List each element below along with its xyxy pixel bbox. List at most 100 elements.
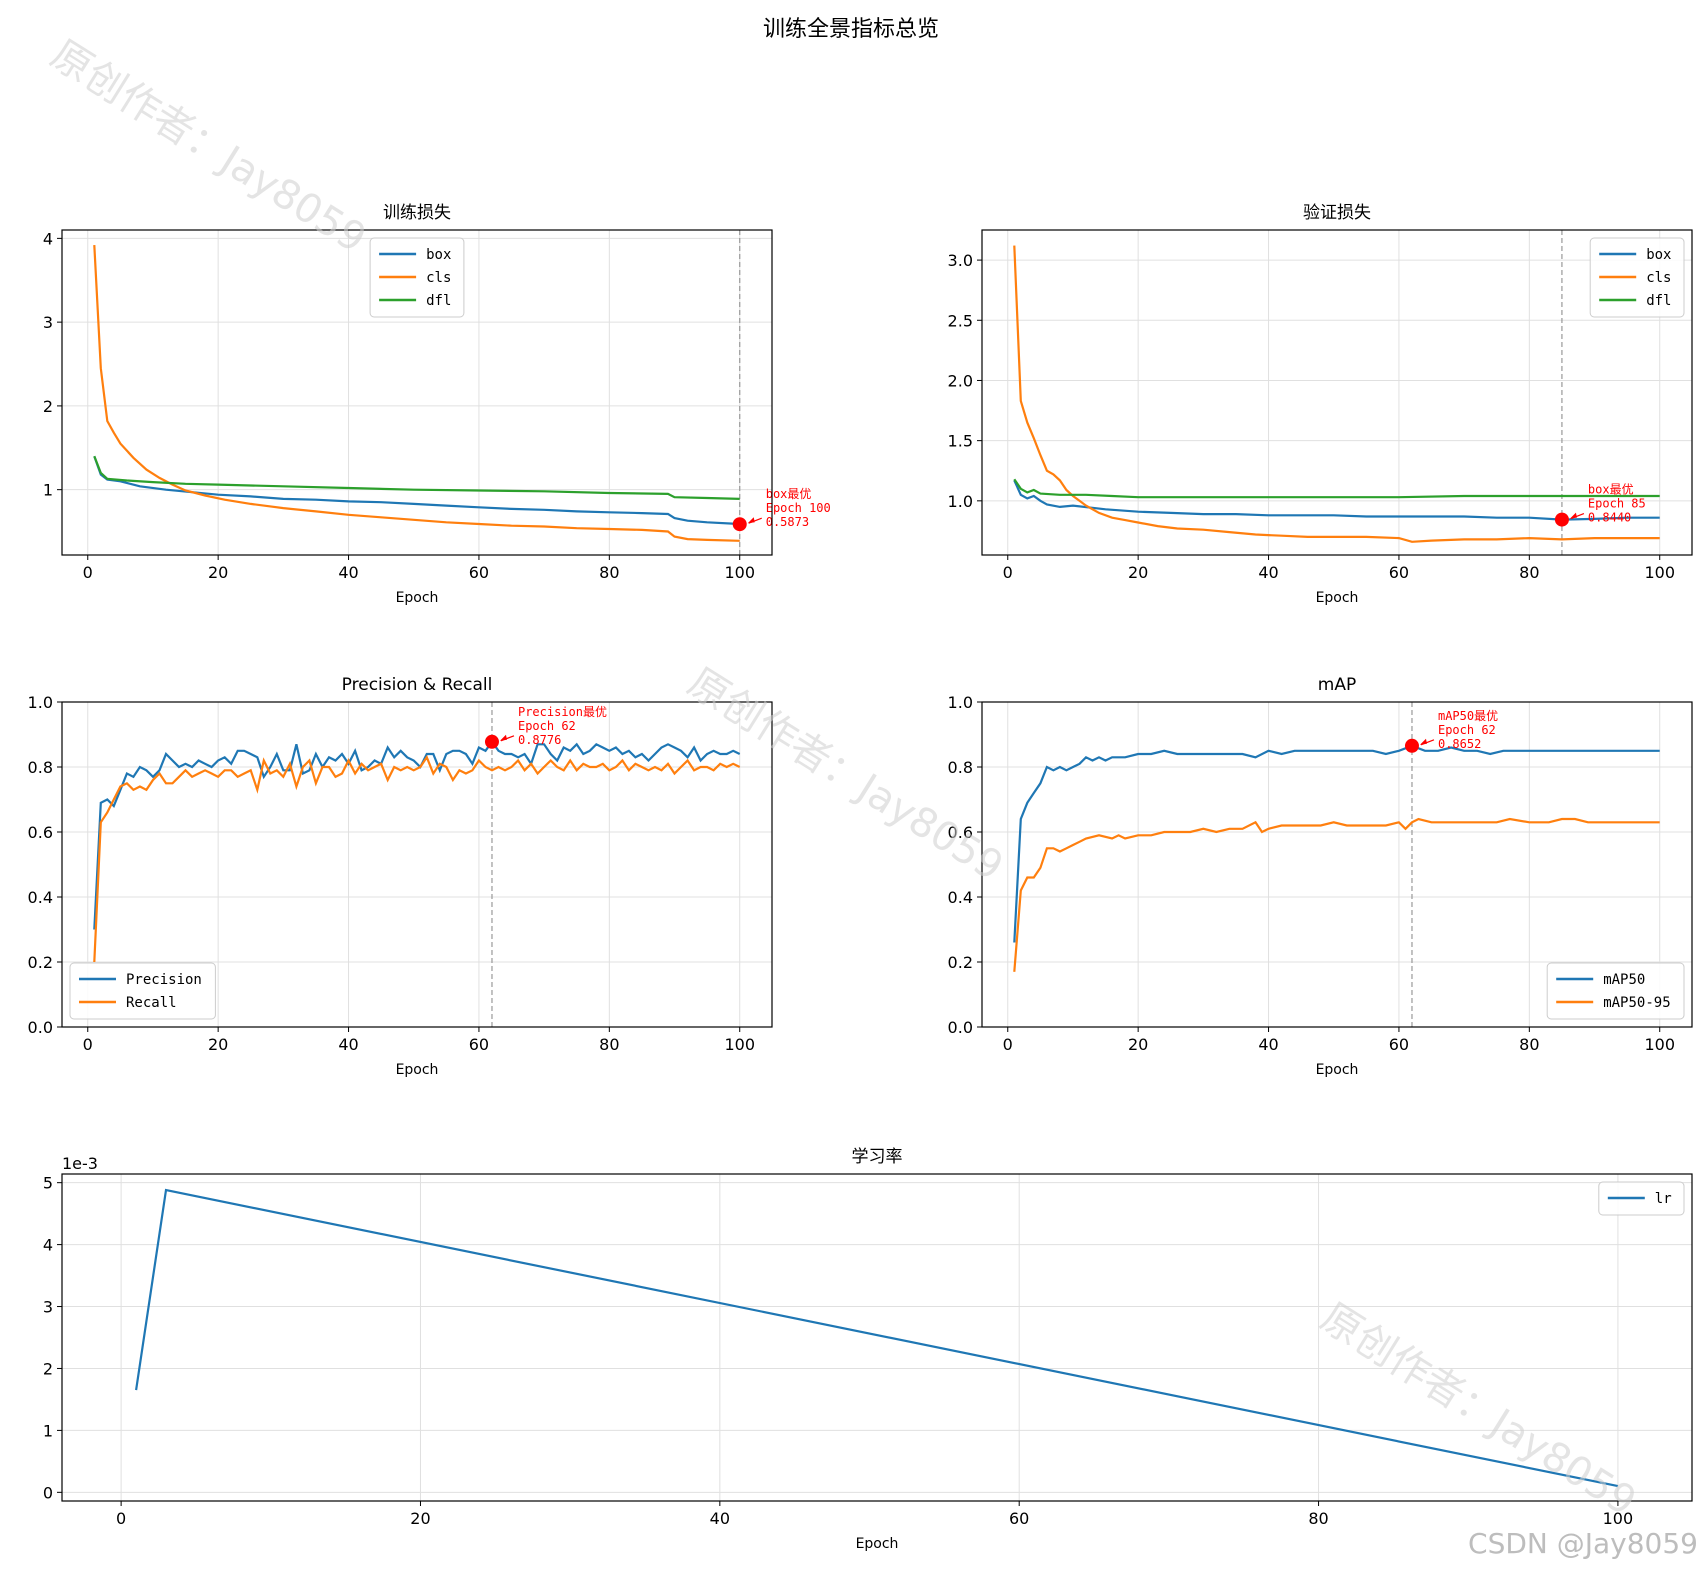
- panel-learning-rate: 0 20 40 60 80 100 0 1 2 3 4 5 学习率 Epoch 1e-3 lr: [43, 1147, 1693, 1552]
- x-tick-label: 0: [83, 1035, 93, 1054]
- series-line-precision: [93, 739, 741, 930]
- watermark-layer: 原创作者：Jay8059 原创作者：Jay8059 原创作者：Jay8059: [43, 31, 1644, 1525]
- legend-label: Recall: [126, 995, 177, 1011]
- series-line-cls: [1013, 245, 1660, 543]
- legend: box cls dfl: [1589, 237, 1685, 318]
- series-line-recall: [93, 754, 741, 963]
- y-tick-label: 3: [43, 1298, 53, 1317]
- y-tick-label: 0.2: [28, 953, 53, 972]
- x-axis-label: Epoch: [1316, 1062, 1359, 1078]
- x-tick-label: 20: [1128, 1035, 1148, 1054]
- x-axis-label: Epoch: [1316, 590, 1359, 606]
- x-axis-label: Epoch: [396, 590, 439, 606]
- best-point-marker: [1554, 512, 1569, 527]
- y-tick-label: 0.8: [948, 758, 973, 777]
- x-tick-label: 20: [410, 1509, 430, 1528]
- y-tick-label: 2: [43, 1359, 53, 1378]
- y-tick-label: 5: [43, 1174, 53, 1193]
- legend-label: dfl: [426, 293, 451, 309]
- x-tick-label: 80: [599, 563, 619, 582]
- y-tick-label: 2: [43, 397, 53, 416]
- x-tick-label: 60: [1009, 1509, 1029, 1528]
- best-arrow-head: [1569, 512, 1577, 519]
- x-tick-label: 0: [83, 563, 93, 582]
- axes-frame: [61, 1173, 1693, 1502]
- legend-label: mAP50: [1603, 972, 1645, 988]
- x-tick-label: 100: [724, 563, 755, 582]
- x-tick-label: 20: [208, 563, 228, 582]
- panel-title: 验证损失: [1303, 203, 1371, 223]
- best-annotation-line: 0.8652: [1438, 737, 1481, 751]
- y-tick-label: 2.0: [948, 371, 973, 390]
- legend-box: [69, 962, 216, 1020]
- legend: box cls dfl: [369, 237, 465, 318]
- best-annotation-line: box最优: [1588, 483, 1634, 497]
- x-tick-label: 20: [208, 1035, 228, 1054]
- x-tick-label: 80: [1519, 563, 1539, 582]
- y-tick-label: 4: [43, 1236, 53, 1255]
- legend-label: box: [1646, 247, 1671, 263]
- x-tick-label: 40: [1258, 1035, 1278, 1054]
- best-annotation-line: Epoch 62: [518, 719, 576, 733]
- watermark-1: 原创作者：Jay8059: [43, 31, 374, 262]
- legend-box: [369, 237, 465, 318]
- x-tick-label: 100: [1644, 1035, 1675, 1054]
- x-tick-label: 60: [1389, 1035, 1409, 1054]
- legend-label: cls: [1646, 270, 1671, 286]
- y-tick-label: 3.0: [948, 251, 973, 270]
- legend-box: [1589, 237, 1685, 318]
- watermark-3: 原创作者：Jay8059: [1313, 1294, 1644, 1525]
- x-tick-label: 40: [710, 1509, 730, 1528]
- y-tick-label: 1.0: [28, 693, 53, 712]
- series-line-box: [1013, 479, 1660, 521]
- x-tick-label: 100: [724, 1035, 755, 1054]
- series-line-dfl: [1013, 478, 1660, 499]
- x-tick-label: 0: [1003, 563, 1013, 582]
- y-tick-label: 0.0: [948, 1018, 973, 1037]
- axes-frame: [981, 229, 1693, 556]
- x-tick-label: 100: [1603, 1509, 1634, 1528]
- panel-title: 训练损失: [383, 203, 451, 223]
- y-tick-label: 2.5: [948, 311, 973, 330]
- x-tick-label: 80: [1308, 1509, 1328, 1528]
- y-tick-label: 0.6: [948, 823, 973, 842]
- y-tick-label: 0.8: [28, 758, 53, 777]
- x-tick-label: 60: [469, 563, 489, 582]
- legend-box: [1546, 962, 1685, 1020]
- x-tick-label: 0: [116, 1509, 126, 1528]
- legend-label: mAP50-95: [1603, 995, 1670, 1011]
- panel-title: 学习率: [852, 1147, 903, 1167]
- series-line-map50-95: [1013, 817, 1660, 972]
- axes-frame: [61, 229, 773, 556]
- y-tick-label: 0.6: [28, 823, 53, 842]
- x-tick-label: 40: [338, 1035, 358, 1054]
- axes-frame: [981, 701, 1693, 1028]
- y-tick-label: 4: [43, 229, 53, 248]
- best-point-marker: [732, 517, 747, 532]
- best-arrow-head: [1419, 738, 1427, 745]
- best-annotation-line: Epoch 100: [766, 501, 831, 515]
- legend-label: Precision: [126, 972, 202, 988]
- panel-title: mAP: [1318, 675, 1356, 695]
- best-annotation-line: Epoch 62: [1438, 723, 1496, 737]
- y-tick-label: 0.0: [28, 1018, 53, 1037]
- y-tick-label: 0.2: [948, 953, 973, 972]
- y-tick-label: 1: [43, 1421, 53, 1440]
- x-tick-label: 0: [1003, 1035, 1013, 1054]
- x-tick-label: 60: [469, 1035, 489, 1054]
- legend-label: dfl: [1646, 293, 1671, 309]
- x-tick-label: 60: [1389, 563, 1409, 582]
- axes-frame: [61, 701, 773, 1028]
- best-annotation-line: 0.8440: [1588, 511, 1631, 525]
- best-point-marker: [484, 734, 499, 749]
- best-annotation-line: 0.8776: [518, 733, 561, 747]
- x-tick-label: 80: [1519, 1035, 1539, 1054]
- legend: mAP50 mAP50-95: [1546, 962, 1685, 1020]
- figure-suptitle: 训练全景指标总览: [763, 17, 939, 42]
- legend: Precision Recall: [69, 962, 216, 1020]
